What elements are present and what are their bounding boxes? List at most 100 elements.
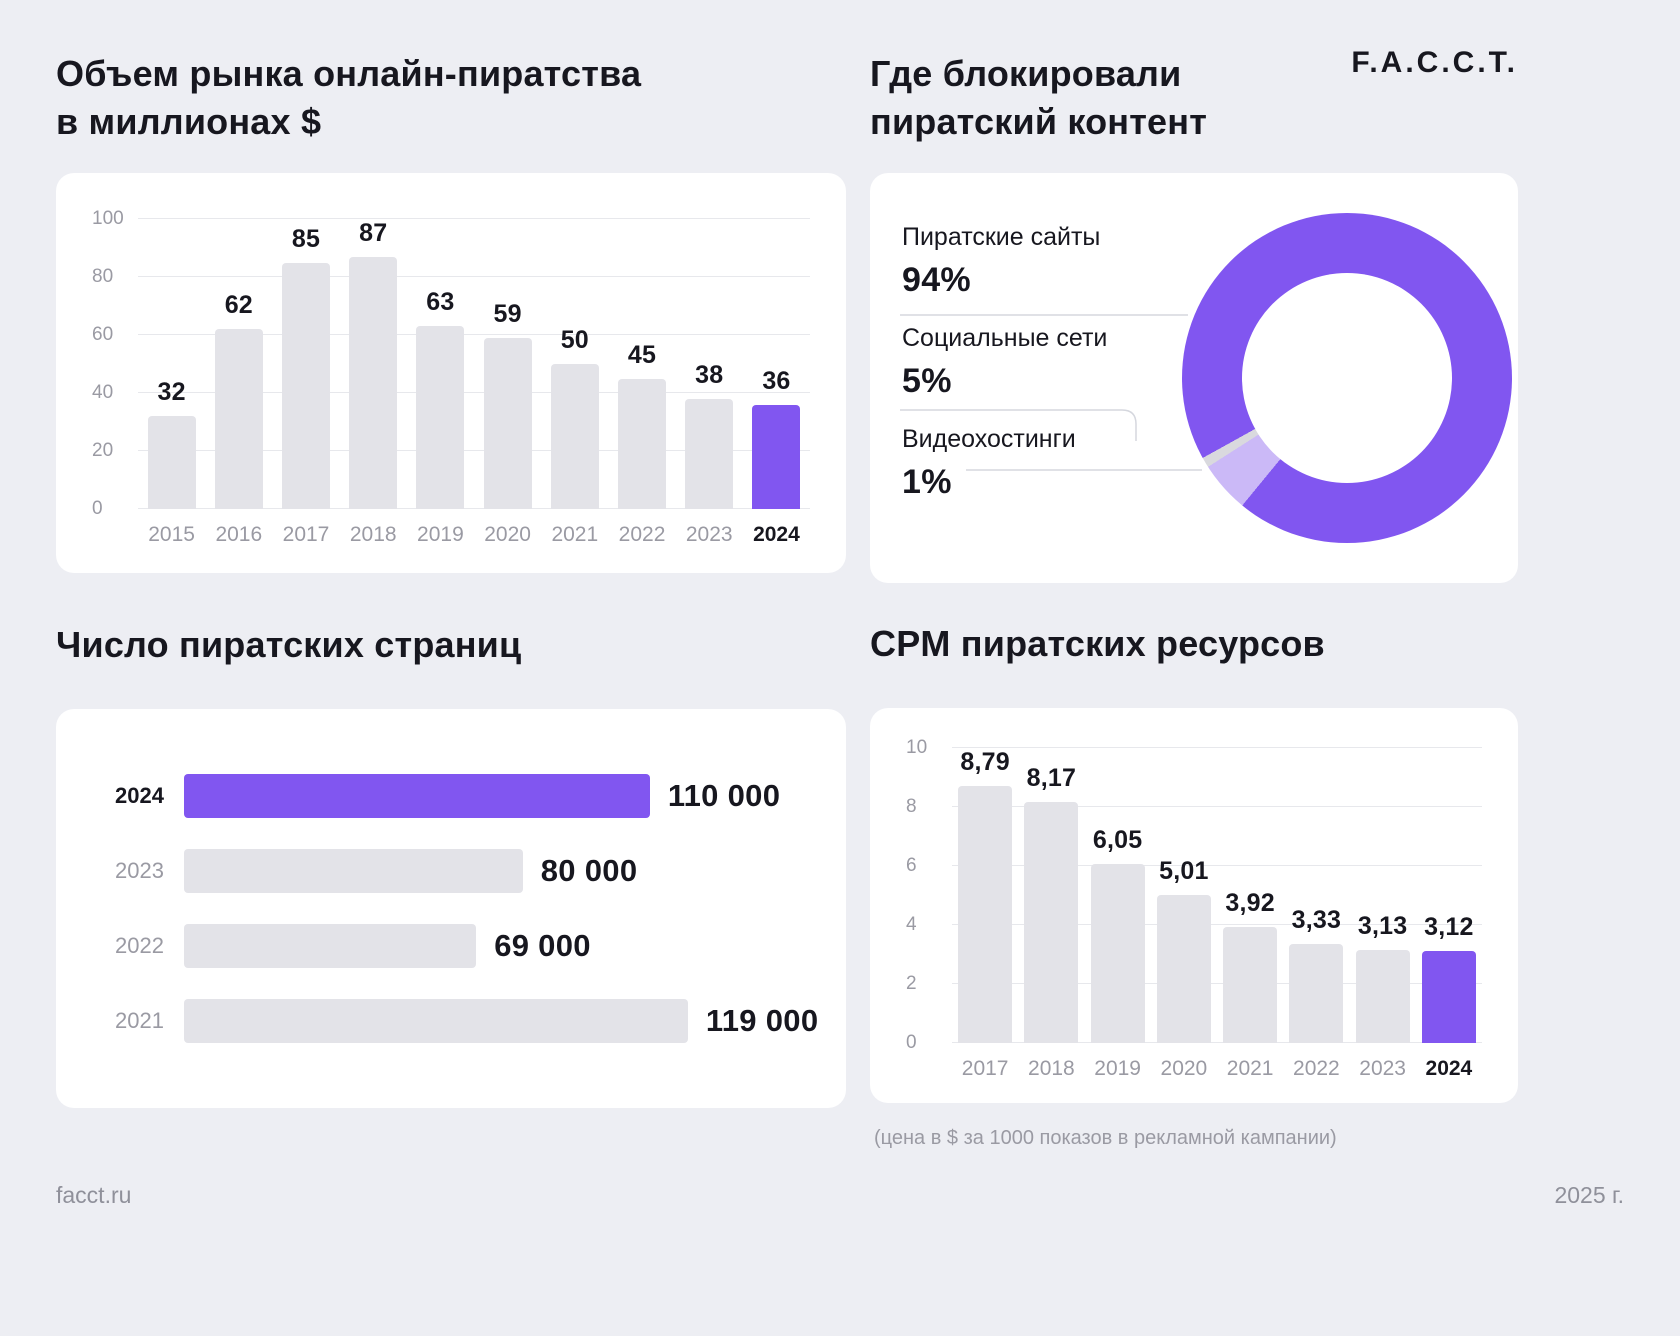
footer-year: 2025 г.: [1554, 1181, 1624, 1208]
bar-track: 110 000: [184, 773, 810, 818]
y-axis-tick-label: 40: [92, 382, 114, 404]
row-year-label: 2021: [115, 1007, 164, 1033]
legend-label: Видеохостинги: [902, 425, 1076, 454]
bar-column: 3,92: [1217, 748, 1283, 1043]
legend-value: 1%: [902, 463, 952, 502]
bar: [483, 337, 532, 510]
x-axis-tick-label: 2023: [685, 523, 733, 547]
blocked-chart-card: Пиратские сайты 94% Социальные сети 5% Видео…: [870, 173, 1518, 584]
y-axis-tick-label: 100: [92, 208, 124, 230]
plot-area: 0 2 4 6 8 10 8,79 8,17 6,05 5,01 3,92 3,33 3,13 3,12: [906, 737, 1482, 1053]
pages-chart-card: 2024 110 000 2023 80 000 2022 69 000 2021 119 0…: [56, 708, 846, 1108]
bar-value-label: 3,13: [1357, 912, 1408, 941]
bar-row: 2022 69 000: [92, 923, 810, 968]
bar-value-label: 45: [627, 340, 657, 369]
bars-row: 32 62 85 87 63 59 50 45 38 36: [138, 219, 810, 510]
market-bar-chart: 0 20 40 60 80 100 32 62 85 87 63 59 50 45 38 36 2015 2016…: [92, 208, 810, 547]
bar-value-label: 8,17: [1026, 763, 1077, 792]
plot-area: 0 20 40 60 80 100 32 62 85 87 63 59 50 45 38 36: [92, 208, 810, 519]
bar-value-label: 36: [762, 366, 791, 395]
bar-column: 62: [205, 219, 272, 510]
pages-section-title: Число пиратских страниц: [56, 624, 522, 666]
bar-value-label: 38: [695, 360, 724, 389]
bar-track: 69 000: [184, 923, 810, 968]
cpm-bar-chart: 0 2 4 6 8 10 8,79 8,17 6,05 5,01 3,92 3,33 3,13 3,12 2…: [906, 737, 1482, 1081]
x-axis-tick-label: 2016: [215, 523, 263, 547]
bar-column: 6,05: [1085, 748, 1151, 1043]
blocked-section-title: Где блокировали пиратский контент: [870, 53, 1208, 142]
y-axis-tick-label: 6: [906, 854, 917, 876]
bar: [184, 998, 688, 1043]
bar: [1156, 894, 1211, 1043]
gridline: [952, 746, 1482, 748]
bars-row: 8,79 8,17 6,05 5,01 3,92 3,33 3,13 3,12: [952, 748, 1482, 1043]
x-axis-tick-label: 2020: [484, 523, 531, 547]
bar-value-label: 87: [359, 219, 388, 248]
x-axis-tick-label: 2024: [1425, 1056, 1473, 1080]
bar-value-label: 62: [224, 291, 253, 320]
legend-value: 94%: [902, 261, 971, 300]
x-axis-tick-label: 2019: [1094, 1056, 1141, 1080]
bar-value-label: 8,79: [960, 747, 1010, 776]
content-grid: Объем рынка онлайн-пиратства в миллионах…: [56, 46, 1518, 1150]
right-column: Где блокировали пиратский контент F.A.C.…: [870, 46, 1518, 1150]
gridline: [952, 982, 1482, 984]
right-column-header: Где блокировали пиратский контент F.A.C.…: [870, 46, 1518, 145]
bar-value-label: 80 000: [540, 852, 638, 888]
x-axis-tick-label: 2017: [961, 1056, 1009, 1080]
market-section-title: Объем рынка онлайн-пиратства в миллионах…: [56, 53, 642, 142]
y-axis-tick-label: 8: [906, 795, 917, 817]
bar: [1289, 944, 1344, 1043]
cpm-section-title: CPM пиратских ресурсов: [870, 623, 1325, 665]
gridline: [138, 218, 810, 220]
bar-value-label: 85: [291, 224, 321, 253]
bar-column: 63: [407, 219, 474, 510]
bar-column: 8,17: [1018, 748, 1084, 1043]
bar-value-label: 3,12: [1424, 912, 1474, 941]
bar-column: 87: [340, 219, 407, 510]
bar: [685, 398, 734, 510]
y-axis-tick-label: 20: [92, 440, 114, 462]
bar-row: 2021 119 000: [92, 998, 818, 1043]
bar: [282, 262, 330, 510]
bar-column: 85: [272, 219, 339, 510]
legend-label: Пиратские сайты: [902, 223, 1101, 252]
bar: [1090, 864, 1145, 1043]
bar: [1024, 801, 1079, 1043]
bar-value-label: 3,33: [1291, 906, 1342, 935]
x-axis-tick-label: 2021: [551, 523, 599, 547]
bar: [1355, 950, 1410, 1043]
bar-column: 3,13: [1350, 748, 1416, 1043]
y-axis-tick-label: 0: [906, 1031, 917, 1053]
gridline: [952, 864, 1482, 866]
bar-column: 59: [474, 219, 541, 510]
bar-column: 3,33: [1283, 748, 1349, 1043]
gridline: [952, 805, 1482, 807]
x-axis-tick-label: 2017: [282, 523, 330, 547]
bar-column: 45: [608, 219, 675, 510]
bar: [416, 326, 465, 510]
x-axis-tick-label: 2018: [349, 523, 397, 547]
legend-value: 5%: [902, 362, 952, 401]
gridline: [952, 1041, 1482, 1043]
facct-logo: F.A.C.C.T.: [1351, 46, 1518, 79]
row-year-label: 2023: [115, 857, 164, 883]
bar-value-label: 5,01: [1159, 856, 1209, 885]
footer-site: facct.ru: [56, 1181, 132, 1208]
bar: [1421, 950, 1476, 1043]
x-axis-tick-label: 2018: [1028, 1056, 1075, 1080]
legend-item: Видеохостинги 1%: [902, 425, 1107, 502]
bar-column: 8,79: [952, 748, 1018, 1043]
cpm-footnote: (цена в $ за 1000 показов в рекламной ка…: [874, 1126, 1337, 1149]
bar-value-label: 119 000: [705, 1002, 819, 1038]
bar: [1223, 926, 1278, 1043]
x-axis-labels: 2015 2016 2017 2018 2019 2020 2021 2022 2023 2024: [138, 523, 810, 547]
bar-value-label: 3,92: [1225, 888, 1275, 917]
y-axis-tick-label: 2: [906, 972, 917, 994]
y-axis-tick-label: 10: [906, 736, 928, 758]
y-axis-tick-label: 80: [92, 266, 114, 288]
bar-column: 32: [138, 219, 205, 510]
gridline: [138, 508, 810, 510]
bar: [349, 257, 398, 510]
bar-value-label: 110 000: [667, 777, 781, 813]
